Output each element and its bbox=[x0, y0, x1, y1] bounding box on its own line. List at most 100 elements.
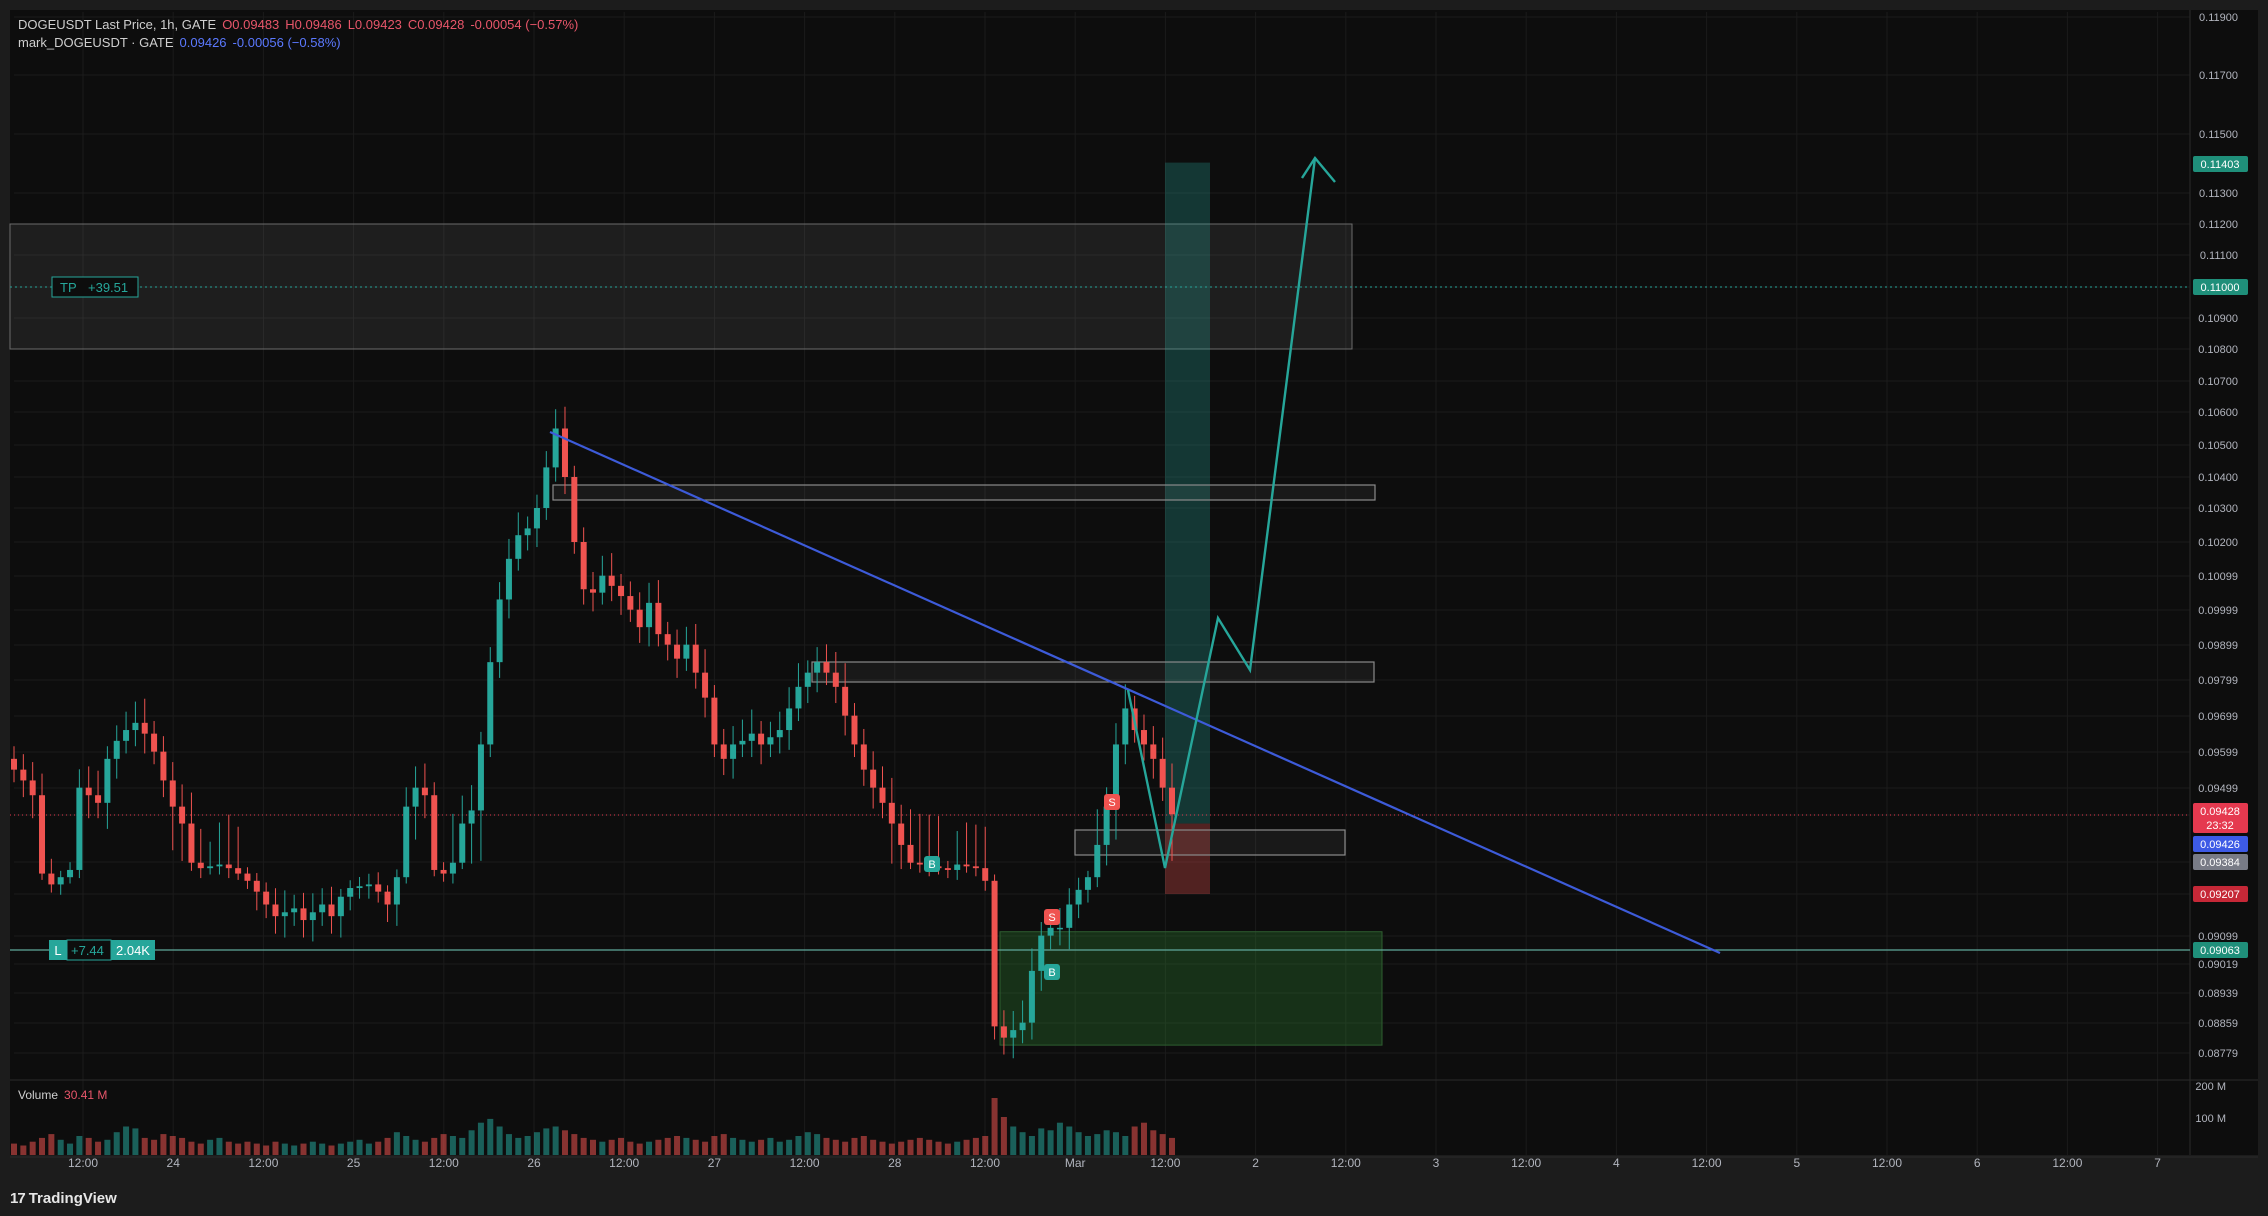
candle-body[interactable] bbox=[384, 891, 391, 905]
candle-body[interactable] bbox=[972, 866, 979, 869]
candle-body[interactable] bbox=[11, 758, 17, 770]
candle-body[interactable] bbox=[151, 733, 158, 752]
mark-price-legend[interactable]: mark_DOGEUSDT · GATE 0.09426 -0.00056 (−0.… bbox=[18, 35, 347, 50]
long-position-profit-zone[interactable] bbox=[1165, 162, 1210, 824]
candle-body[interactable] bbox=[113, 740, 120, 759]
candle-body[interactable] bbox=[347, 888, 354, 897]
candle-body[interactable] bbox=[627, 596, 634, 610]
candle-body[interactable] bbox=[291, 908, 298, 913]
candle-body[interactable] bbox=[832, 672, 839, 687]
candle-body[interactable] bbox=[365, 884, 372, 887]
candle-body[interactable] bbox=[235, 868, 242, 874]
candle-body[interactable] bbox=[1075, 889, 1082, 905]
candle-body[interactable] bbox=[1094, 844, 1101, 878]
candle-body[interactable] bbox=[337, 896, 344, 917]
candle-body[interactable] bbox=[748, 733, 755, 741]
candle-body[interactable] bbox=[1112, 744, 1119, 807]
candle-body[interactable] bbox=[590, 589, 596, 593]
demand-zone-box[interactable] bbox=[999, 931, 1383, 1046]
candle-body[interactable] bbox=[375, 884, 382, 892]
candle-body[interactable] bbox=[169, 780, 176, 807]
support-box[interactable] bbox=[1074, 829, 1346, 856]
candle-body[interactable] bbox=[674, 644, 681, 659]
candle-body[interactable] bbox=[300, 908, 307, 921]
candle-body[interactable] bbox=[468, 810, 475, 824]
candle-body[interactable] bbox=[655, 602, 662, 635]
candle-body[interactable] bbox=[319, 904, 326, 913]
candle-body[interactable] bbox=[1122, 708, 1129, 745]
candle-body[interactable] bbox=[20, 769, 27, 781]
candle-body[interactable] bbox=[664, 634, 671, 645]
candle-body[interactable] bbox=[272, 904, 279, 917]
candle-body[interactable] bbox=[646, 602, 653, 628]
candle-body[interactable] bbox=[179, 806, 186, 824]
trade-marker-b[interactable] bbox=[924, 856, 940, 872]
candle-body[interactable] bbox=[431, 795, 438, 870]
candle-body[interactable] bbox=[524, 528, 531, 536]
candle-body[interactable] bbox=[963, 864, 970, 867]
candle-body[interactable] bbox=[1159, 758, 1166, 788]
candle-body[interactable] bbox=[48, 873, 55, 885]
candle-body[interactable] bbox=[188, 823, 195, 863]
candle-body[interactable] bbox=[225, 864, 232, 869]
projection-arrow-path[interactable] bbox=[1126, 157, 1317, 869]
candle-body[interactable] bbox=[505, 558, 512, 600]
candle-body[interactable] bbox=[720, 744, 727, 759]
candle-body[interactable] bbox=[543, 467, 550, 508]
candle-body[interactable] bbox=[1038, 935, 1045, 971]
candle-body[interactable] bbox=[1066, 904, 1073, 928]
candle-body[interactable] bbox=[907, 844, 914, 863]
candle-body[interactable] bbox=[730, 744, 737, 759]
trade-marker-b[interactable] bbox=[1044, 964, 1060, 980]
candle-body[interactable] bbox=[618, 585, 625, 597]
candle-body[interactable] bbox=[309, 912, 316, 921]
candle-body[interactable] bbox=[823, 662, 830, 673]
candle-body[interactable] bbox=[67, 869, 74, 878]
candle-body[interactable] bbox=[571, 477, 578, 542]
candle-body[interactable] bbox=[1010, 1030, 1017, 1038]
candle-body[interactable] bbox=[412, 787, 419, 807]
candle-body[interactable] bbox=[1140, 730, 1147, 745]
candle-body[interactable] bbox=[1084, 877, 1091, 890]
candle-body[interactable] bbox=[487, 662, 494, 745]
candle-body[interactable] bbox=[1150, 744, 1157, 759]
candle-body[interactable] bbox=[711, 697, 718, 745]
candle-body[interactable] bbox=[692, 644, 699, 673]
resistance-box-lower[interactable] bbox=[811, 661, 1375, 683]
candle-body[interactable] bbox=[76, 787, 83, 870]
candle-body[interactable] bbox=[916, 862, 923, 865]
candle-body[interactable] bbox=[860, 744, 867, 770]
candle-body[interactable] bbox=[123, 730, 130, 741]
volume-legend[interactable]: Volume 30.41 M bbox=[18, 1088, 113, 1102]
candle-body[interactable] bbox=[1056, 927, 1063, 930]
resistance-box-upper[interactable] bbox=[552, 484, 1376, 501]
candle-body[interactable] bbox=[39, 795, 46, 874]
candle-body[interactable] bbox=[991, 880, 998, 1027]
candle-body[interactable] bbox=[253, 880, 260, 892]
candle-body[interactable] bbox=[160, 751, 167, 781]
candle-body[interactable] bbox=[795, 686, 802, 709]
candle-body[interactable] bbox=[421, 787, 428, 796]
candle-body[interactable] bbox=[552, 428, 559, 468]
candle-body[interactable] bbox=[104, 758, 111, 803]
candle-body[interactable] bbox=[599, 575, 606, 593]
trade-marker-s[interactable] bbox=[1044, 909, 1060, 925]
candle-body[interactable] bbox=[1028, 970, 1035, 1023]
candle-body[interactable] bbox=[870, 769, 877, 788]
symbol-legend[interactable]: DOGEUSDT Last Price, 1h, GATE O0.09483 H0.… bbox=[18, 17, 584, 32]
candle-body[interactable] bbox=[477, 744, 484, 811]
candle-body[interactable] bbox=[1019, 1022, 1026, 1031]
candle-body[interactable] bbox=[356, 886, 363, 889]
candle-body[interactable] bbox=[944, 868, 951, 870]
tp-order-tag[interactable] bbox=[51, 276, 139, 298]
candle-body[interactable] bbox=[786, 708, 793, 731]
candle-body[interactable] bbox=[515, 535, 522, 559]
candle-body[interactable] bbox=[57, 877, 64, 885]
candle-body[interactable] bbox=[141, 722, 148, 734]
candle-body[interactable] bbox=[739, 740, 746, 745]
candle-body[interactable] bbox=[496, 599, 503, 663]
candle-body[interactable] bbox=[636, 609, 643, 628]
candle-body[interactable] bbox=[263, 891, 270, 905]
candle-body[interactable] bbox=[207, 866, 214, 869]
